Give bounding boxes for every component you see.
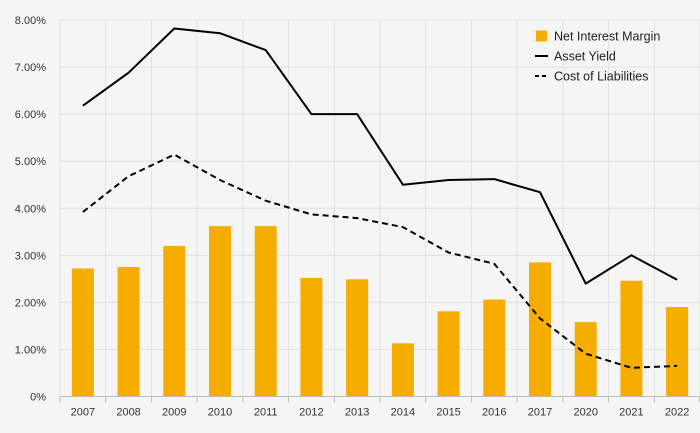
bar-series-layer: [71, 226, 689, 397]
y-tick-label: 0%: [30, 392, 46, 404]
x-tick-label: 2008: [116, 407, 140, 419]
bar-net-interest-margin: [574, 322, 597, 397]
bar-net-interest-margin: [71, 268, 94, 397]
bar-net-interest-margin: [529, 262, 551, 397]
bar-net-interest-margin: [620, 280, 643, 397]
bar-net-interest-margin: [437, 311, 460, 397]
y-tick-label: 5.00%: [15, 156, 46, 168]
legend: Net Interest Margin Asset Yield Cost of Li…: [535, 30, 660, 84]
bar-net-interest-margin: [163, 245, 186, 397]
bar-net-interest-margin: [117, 267, 140, 397]
y-tick-label: 4.00%: [15, 203, 46, 215]
x-tick-label: 2017: [528, 407, 552, 419]
x-tick-label: 2011: [254, 407, 278, 419]
x-tick-label: 2016: [482, 407, 506, 419]
x-tick-label: 2009: [162, 407, 186, 419]
x-tick-label: 2015: [436, 407, 460, 419]
bar-net-interest-margin: [346, 279, 369, 397]
x-tick-label: 2020: [573, 407, 597, 419]
x-tick-label: 2022: [665, 407, 689, 419]
x-tick-label: 2007: [71, 407, 95, 419]
line-asset-yield: [82, 27, 678, 285]
legend-label: Net Interest Margin: [554, 30, 660, 44]
y-tick-label: 8.00%: [15, 15, 46, 27]
legend-label: Cost of Liabilities: [554, 70, 649, 84]
axes: 0% 1.00% 2.00% 3.00% 4.00% 5.00% 6.00% 7.00% 8.0…: [15, 15, 700, 419]
bar-net-interest-margin: [300, 277, 323, 397]
y-tick-label: 2.00%: [15, 297, 46, 309]
legend-swatch-bar: [536, 30, 547, 42]
bar-net-interest-margin: [391, 343, 414, 397]
bar-net-interest-margin: [483, 299, 506, 397]
bar-net-interest-margin: [254, 226, 277, 397]
legend-label: Asset Yield: [554, 50, 616, 64]
x-tick-label: 2021: [619, 407, 643, 419]
y-tick-label: 6.00%: [15, 109, 46, 121]
x-tick-label: 2010: [208, 407, 232, 419]
x-tick-label: 2014: [391, 407, 415, 419]
line-series-layer: [82, 27, 678, 369]
y-tick-label: 7.00%: [15, 62, 46, 74]
x-tick-label: 2012: [299, 407, 323, 419]
bar-net-interest-margin: [666, 307, 689, 397]
x-tick-label: 2013: [345, 407, 369, 419]
bar-net-interest-margin: [209, 226, 231, 397]
y-tick-label: 3.00%: [15, 250, 46, 262]
y-tick-label: 1.00%: [15, 344, 46, 356]
